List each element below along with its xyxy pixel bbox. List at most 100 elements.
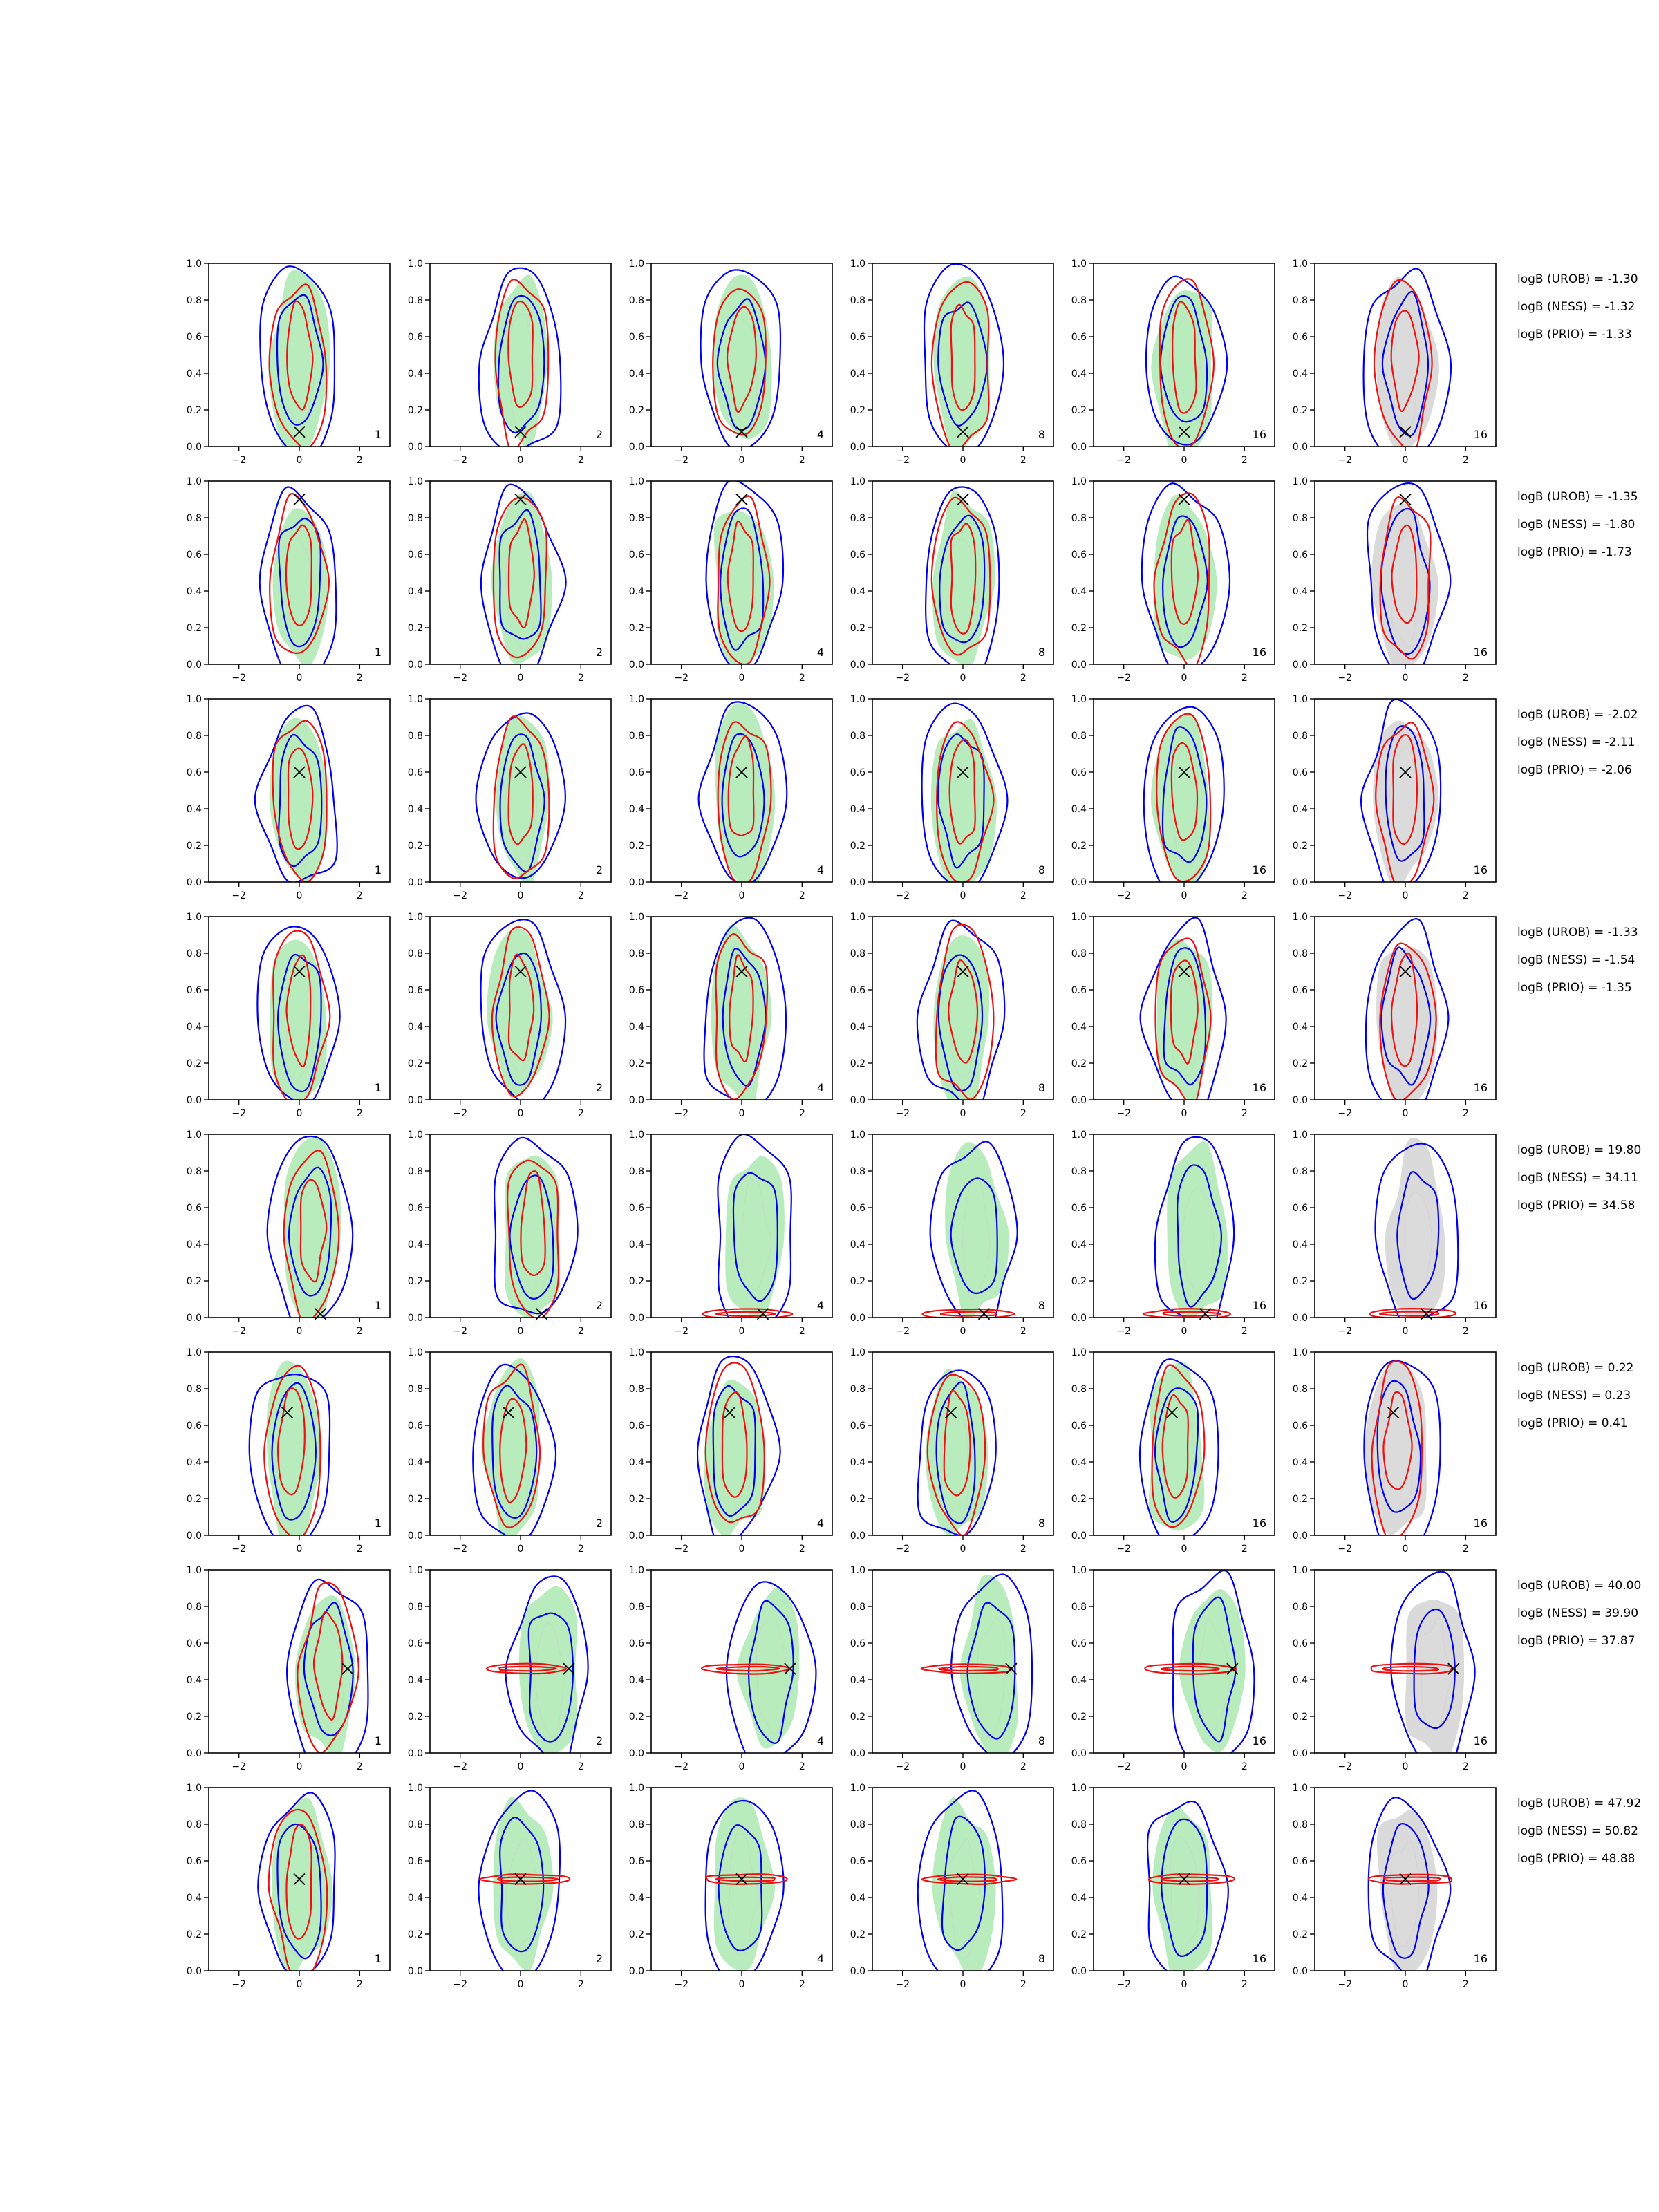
red-contour-outer [492, 715, 550, 879]
y-tick-label: 0.0 [408, 877, 423, 888]
y-tick-label: 0.2 [1071, 405, 1087, 416]
blue-contour-outer [1141, 482, 1231, 664]
subplot-r8-c2: −2 0 2 0.0 0.2 0.4 0.6 0.8 1.0 2 [408, 1783, 612, 1990]
x-tick-label: 0 [960, 1108, 966, 1119]
blue-contour-outer [1138, 1358, 1219, 1535]
subplot-r1-c2: −2 0 2 0.0 0.2 0.4 0.6 0.8 1.0 2 [408, 259, 612, 466]
y-tick-label: 0.6 [850, 550, 865, 561]
y-tick-label: 0.2 [629, 623, 644, 634]
y-tick-label: 0.6 [850, 985, 865, 996]
y-tick-label: 0.4 [187, 804, 202, 815]
y-tick-label: 0.8 [1293, 948, 1308, 959]
red-contour-outer [921, 1873, 1018, 1885]
subplot-r8-c4: −2 0 2 0.0 0.2 0.4 0.6 0.8 1.0 8 [850, 1783, 1054, 1990]
blue-contour-outer [1363, 1360, 1441, 1535]
subplot-r4-c1: −2 0 2 0.0 0.2 0.4 0.6 0.8 1.0 1 [187, 912, 391, 1119]
red-contour-outer [1373, 279, 1433, 447]
x-tick-label: 0 [739, 890, 745, 901]
blue-contour-inner [491, 1385, 538, 1519]
subplot-r4-c6: −2 0 2 0.0 0.2 0.4 0.6 0.8 1.0 16 [1293, 912, 1497, 1119]
y-tick-label: 0.0 [850, 1095, 865, 1106]
red-contour-inner [498, 1665, 557, 1672]
x-tick-label: −2 [895, 455, 910, 466]
y-tick-label: 0.6 [850, 332, 865, 343]
true-value-marker [735, 493, 748, 506]
subplot-r7-c4: −2 0 2 0.0 0.2 0.4 0.6 0.8 1.0 8 [850, 1565, 1054, 1772]
y-tick-label: 0.0 [1071, 442, 1087, 453]
red-contour-inner [1160, 1876, 1219, 1882]
y-tick-label: 0.4 [850, 1675, 865, 1686]
x-tick-label: −2 [1116, 1761, 1131, 1772]
y-tick-label: 0.4 [408, 1893, 423, 1904]
y-tick-label: 1.0 [1293, 694, 1308, 705]
x-tick-label: 0 [518, 1544, 524, 1555]
y-tick-label: 0.6 [1071, 332, 1087, 343]
subplot-r1-c4: −2 0 2 0.0 0.2 0.4 0.6 0.8 1.0 8 [850, 259, 1054, 466]
subplot-contours [1366, 482, 1452, 664]
subplot-contours [1141, 482, 1231, 664]
panel-count-label: 16 [1253, 646, 1266, 659]
true-value-marker [502, 1406, 515, 1419]
y-tick-label: 1.0 [629, 912, 644, 923]
y-tick-label: 1.0 [408, 694, 423, 705]
subplot-contours [494, 1136, 579, 1318]
blue-contour-outer [923, 263, 1005, 447]
blue-contour-outer [259, 265, 336, 447]
y-tick-label: 0.4 [408, 1457, 423, 1468]
panel-count-label: 8 [1038, 428, 1045, 441]
logb-text: logB (UROB) = -1.30 [1517, 272, 1638, 286]
subplot-contours [1363, 1360, 1441, 1535]
red-contour-inner [497, 1876, 559, 1882]
y-tick-label: 1.0 [1293, 259, 1308, 270]
y-tick-label: 0.2 [850, 1712, 865, 1723]
true-value-marker [514, 766, 527, 778]
x-tick-label: 0 [1181, 890, 1188, 901]
logb-text: logB (PRIO) = 0.41 [1517, 1416, 1628, 1430]
blue-contour-inner [721, 733, 765, 858]
density-fill-inner [725, 971, 757, 1082]
red-contour-inner [943, 1389, 971, 1497]
blue-contour-outer [725, 1581, 817, 1753]
y-tick-label: 0.0 [1071, 1313, 1087, 1324]
red-contour-outer [1371, 1360, 1423, 1535]
y-tick-label: 0.8 [1071, 1166, 1087, 1177]
x-tick-label: −2 [1338, 1108, 1352, 1119]
blue-contour-inner [937, 733, 985, 869]
red-contour-inner [299, 1179, 328, 1283]
x-tick-label: 0 [1403, 1108, 1409, 1119]
y-tick-label: 0.0 [187, 659, 202, 671]
blue-contour-outer [917, 1790, 1004, 1971]
x-tick-label: 2 [357, 1108, 363, 1119]
x-tick-label: 2 [799, 890, 805, 901]
true-value-marker [735, 766, 748, 778]
y-tick-label: 1.0 [187, 1565, 202, 1576]
subplot-contours [1139, 917, 1227, 1100]
blue-contour-outer [1367, 1797, 1452, 1971]
x-tick-label: −2 [1116, 1326, 1131, 1337]
red-contour-inner [285, 524, 312, 626]
red-contour-outer [485, 1662, 568, 1675]
y-tick-label: 1.0 [850, 1130, 865, 1141]
y-tick-label: 0.8 [187, 513, 202, 524]
y-tick-label: 0.8 [187, 948, 202, 959]
subplot-r4-c4: −2 0 2 0.0 0.2 0.4 0.6 0.8 1.0 8 [850, 912, 1054, 1119]
y-tick-label: 0.6 [408, 1203, 423, 1214]
subplot-r2-c6: −2 0 2 0.0 0.2 0.4 0.6 0.8 1.0 16 [1293, 476, 1497, 684]
blue-contour-inner [939, 514, 986, 644]
subplot-r6-c3: −2 0 2 0.0 0.2 0.4 0.6 0.8 1.0 4 [629, 1347, 833, 1555]
y-tick-label: 0.4 [629, 1457, 644, 1468]
y-tick-label: 1.0 [408, 259, 423, 270]
x-tick-label: 2 [1020, 890, 1027, 901]
y-tick-label: 0.8 [1293, 1166, 1308, 1177]
y-tick-label: 0.0 [629, 659, 644, 671]
y-tick-label: 0.8 [1293, 1602, 1308, 1613]
y-tick-label: 0.2 [1293, 1929, 1308, 1940]
panel-count-label: 4 [817, 863, 824, 877]
y-tick-label: 0.8 [850, 1602, 865, 1613]
y-tick-label: 0.6 [1071, 1203, 1087, 1214]
blue-contour-inner [497, 294, 545, 434]
true-value-marker [1399, 426, 1412, 438]
panel-count-label: 16 [1253, 1952, 1266, 1965]
y-tick-label: 0.4 [187, 1457, 202, 1468]
blue-contour-inner [278, 733, 323, 868]
